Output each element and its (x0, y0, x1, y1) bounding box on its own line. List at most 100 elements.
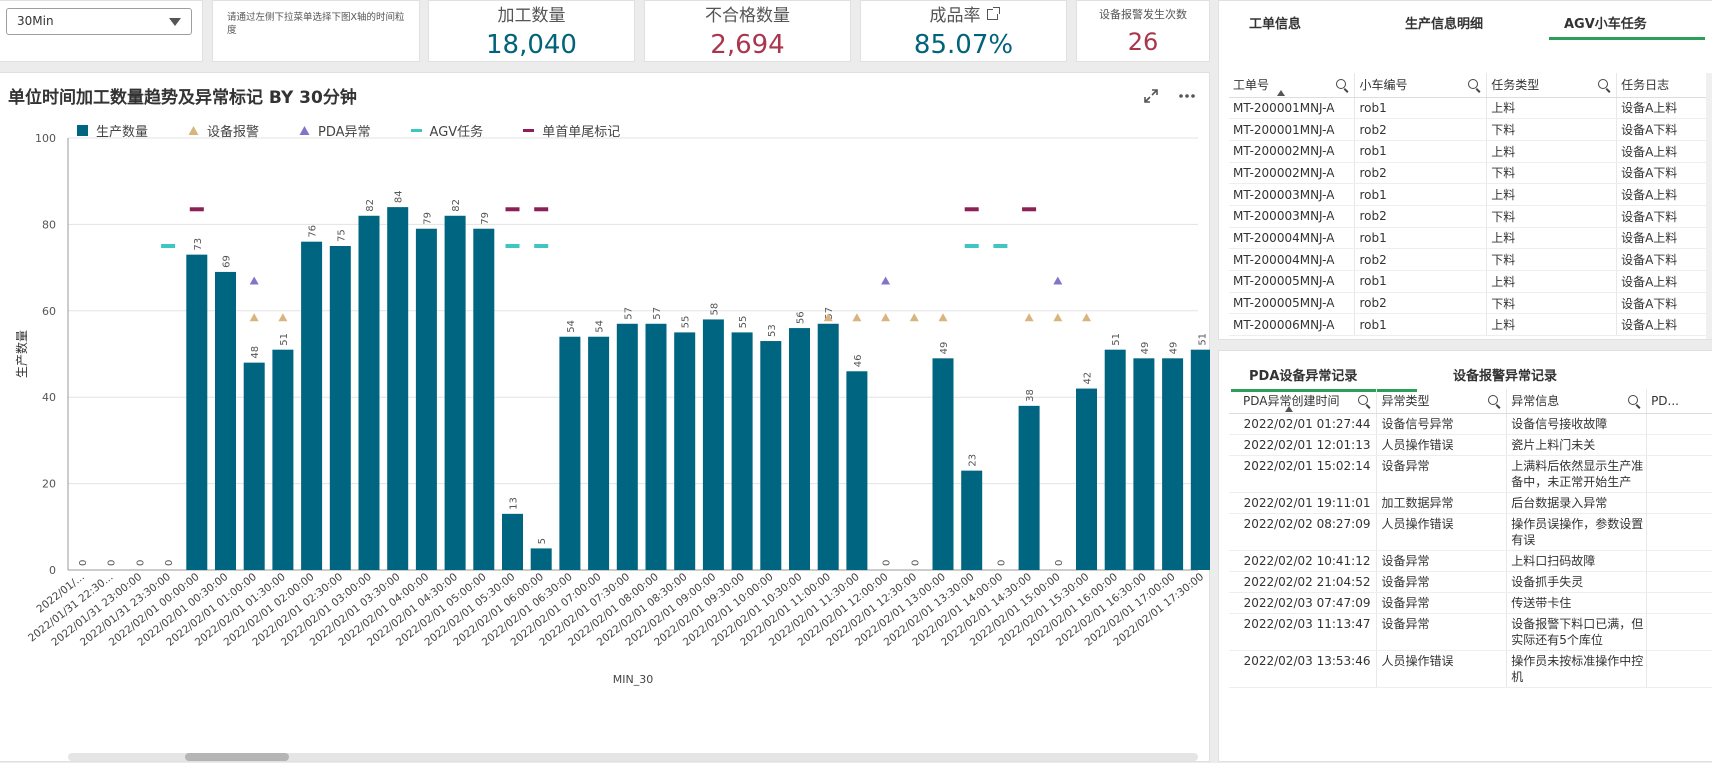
agv-marker (534, 244, 549, 248)
table-row[interactable]: 2022/02/02 21:04:52 设备异常 设备抓手失灵 (1229, 571, 1712, 593)
table-row[interactable]: MT-200003MNJ-A rob1 上料 设备A上料 (1229, 183, 1712, 206)
table-cell: 人员操作错误 (1376, 513, 1508, 551)
bar (588, 336, 610, 570)
tab-alarm-exceptions[interactable]: 设备报警异常记录 (1453, 369, 1558, 384)
hint-panel: 请通过左侧下拉菜单选择下图X轴的时间粒度 (212, 0, 420, 62)
table-row[interactable]: 2022/02/01 19:11:01 加工数据异常 后台数据录入异常 (1229, 492, 1712, 514)
search-icon[interactable] (1336, 79, 1347, 89)
table-cell: 设备异常 (1376, 571, 1508, 593)
table-cell: 设备信号接收故障 (1506, 413, 1648, 435)
search-icon[interactable] (1598, 79, 1609, 89)
tab-work-order[interactable]: 工单信息 (1249, 17, 1302, 32)
agv-header-row: 工单号 小车编号 任务类型 任务日志 (1229, 73, 1712, 98)
table-cell: 设备报警下料口已满，但实际还有5个库位 (1506, 613, 1648, 651)
table-cell: 设备A上料 (1616, 97, 1712, 120)
search-icon[interactable] (1628, 395, 1639, 405)
col-header-pda[interactable]: PD... (1646, 389, 1712, 414)
data-label: 46 (853, 355, 864, 368)
table-cell: 瓷片上料门未关 (1506, 434, 1648, 456)
x-tick-label: 2022/02/01 07:00:00 (509, 571, 604, 649)
table-row[interactable]: MT-200003MNJ-A rob2 下料 设备A下料 (1229, 205, 1712, 228)
x-tick-label: 2022/02/01 17:30:00 (1111, 571, 1206, 649)
data-label: 53 (767, 324, 778, 337)
x-tick-label: 2022/01/31 23:30:00 (78, 571, 173, 649)
bar (186, 254, 208, 570)
col-header-exception-type[interactable]: 异常类型 (1376, 389, 1508, 414)
search-icon[interactable] (1488, 395, 1499, 405)
more-icon[interactable] (1178, 87, 1196, 105)
table-row[interactable]: 2022/02/01 15:02:14 设备异常 上满料后依然显示生产准备中，未正常… (1229, 455, 1712, 493)
bar (789, 328, 810, 570)
legend-item-alarm[interactable]: 设备报警 (188, 121, 259, 140)
x-tick-label: 2022/02/01 03:30:00 (308, 571, 403, 649)
table-cell: MT-200003MNJ-A (1229, 205, 1356, 228)
legend-item-production[interactable]: 生产数量 (77, 121, 148, 140)
table-row[interactable]: 2022/02/01 01:27:44 设备信号异常 设备信号接收故障 (1229, 413, 1712, 435)
table-cell: 设备A下料 (1616, 292, 1712, 315)
search-icon[interactable] (1468, 79, 1479, 89)
data-label: 5 (537, 538, 548, 544)
x-tick-label: 2022/02/01 00:30:00 (135, 571, 230, 649)
chart-scrollbar[interactable] (68, 753, 1198, 761)
data-label: 79 (422, 212, 433, 225)
legend-item-pda[interactable]: PDA异常 (299, 121, 371, 140)
x-tick-label: 2022/02/01 16:00:00 (1025, 571, 1120, 649)
data-label: 75 (336, 229, 347, 242)
col-header-task-type[interactable]: 任务类型 (1486, 73, 1618, 98)
bar (674, 332, 696, 570)
col-header-task-log[interactable]: 任务日志 (1616, 73, 1712, 98)
table-row[interactable]: MT-200006MNJ-A rob1 上料 设备A上料 (1229, 313, 1712, 337)
table-row[interactable]: MT-200004MNJ-A rob1 上料 设备A上料 (1229, 227, 1712, 250)
kpi-processed-value: 18,040 (486, 30, 577, 60)
table-row[interactable]: 2022/02/02 08:27:09 人员操作错误 操作员误操作，参数设置有误 (1229, 513, 1712, 551)
table-row[interactable]: 2022/02/01 12:01:13 人员操作错误 瓷片上料门未关 (1229, 434, 1712, 456)
table-row[interactable]: 2022/02/03 11:13:47 设备异常 设备报警下料口已满，但实际还有5个… (1229, 613, 1712, 651)
legend-label: 单首单尾标记 (542, 125, 621, 140)
chart-scrollbar-thumb[interactable] (185, 753, 289, 761)
table-row[interactable]: MT-200002MNJ-A rob1 上料 设备A上料 (1229, 140, 1712, 163)
x-tick-label: 2022/02/01 12:00:00 (796, 571, 891, 649)
legend-item-agv[interactable]: AGV任务 (410, 121, 483, 140)
table-cell: 2022/02/01 19:11:01 (1229, 492, 1378, 514)
expand-icon[interactable] (1142, 87, 1160, 105)
x-tick-label: 2022/02/01 02:30:00 (250, 571, 345, 649)
granularity-dropdown[interactable]: 30Min (6, 8, 192, 35)
granularity-panel: 30Min (0, 0, 203, 62)
search-icon[interactable] (1358, 395, 1369, 405)
col-header-created-time[interactable]: PDA异常创建时间 (1229, 389, 1378, 414)
table-cell: MT-200002MNJ-A (1229, 162, 1356, 185)
tab-agv-task[interactable]: AGV小车任务 (1564, 17, 1647, 32)
kpi-yield[interactable]: 成品率 85.07% (860, 0, 1067, 62)
tab-production-detail[interactable]: 生产信息明细 (1405, 17, 1484, 32)
table-row[interactable]: 2022/02/02 10:41:12 设备异常 上料口扫码故障 (1229, 550, 1712, 572)
table-cell: 人员操作错误 (1376, 650, 1508, 688)
table-cell: 人员操作错误 (1376, 434, 1508, 456)
agv-scrollbar[interactable] (1706, 73, 1712, 339)
col-header-vehicle[interactable]: 小车编号 (1354, 73, 1488, 98)
table-row[interactable]: 2022/02/03 07:47:09 设备异常 传送带卡住 (1229, 592, 1712, 614)
external-link-icon[interactable] (986, 7, 1000, 20)
start-end-marker (189, 207, 204, 212)
table-row[interactable]: MT-200005MNJ-A rob2 下料 设备A下料 (1229, 292, 1712, 315)
col-label: 工单号 (1233, 78, 1270, 93)
legend-item-mark[interactable]: 单首单尾标记 (523, 121, 620, 140)
pda-header-row: PDA异常创建时间 异常类型 异常信息 PD... (1229, 389, 1712, 414)
table-cell (1646, 434, 1712, 456)
col-header-exception-info[interactable]: 异常信息 (1506, 389, 1648, 414)
table-row[interactable]: MT-200005MNJ-A rob1 上料 设备A上料 (1229, 270, 1712, 293)
bar (1190, 349, 1210, 570)
kpi-defect: 不合格数量 2,694 (644, 0, 851, 62)
table-cell: 设备异常 (1376, 455, 1508, 493)
bar (358, 215, 380, 570)
table-row[interactable]: MT-200001MNJ-A rob1 上料 设备A上料 (1229, 97, 1712, 120)
tab-pda-exceptions[interactable]: PDA设备异常记录 (1249, 369, 1358, 384)
x-tick-label: 2022/02/01 06:00:00 (451, 571, 546, 649)
table-cell: MT-200005MNJ-A (1229, 292, 1356, 315)
col-header-order[interactable]: 工单号 (1229, 73, 1356, 98)
bar (415, 228, 437, 570)
table-row[interactable]: 2022/02/03 13:53:46 人员操作错误 操作员未按标准操作中控机 (1229, 650, 1712, 688)
bar (1133, 358, 1155, 570)
table-row[interactable]: MT-200001MNJ-A rob2 下料 设备A下料 (1229, 118, 1712, 141)
table-row[interactable]: MT-200002MNJ-A rob2 下料 设备A下料 (1229, 162, 1712, 185)
table-row[interactable]: MT-200004MNJ-A rob2 下料 设备A下料 (1229, 248, 1712, 271)
